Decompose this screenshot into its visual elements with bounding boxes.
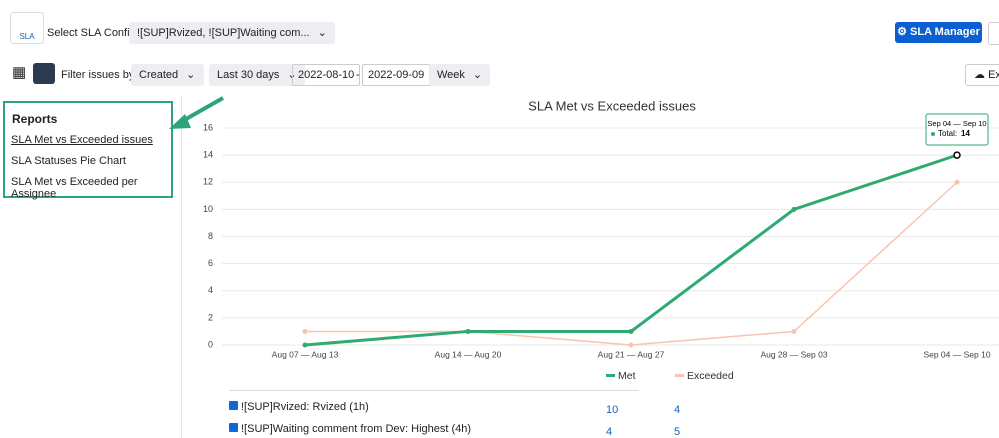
legend-label: Exceeded [687,370,734,382]
hover-point [953,151,961,159]
tooltip-value: 14 [961,129,970,138]
config-label: Select SLA Config [47,27,136,39]
y-tick-label: 8 [208,231,213,241]
sidebar [0,96,182,438]
export-button[interactable]: ☁ Ex [965,64,999,86]
legend-swatch [675,374,684,377]
x-tick-label: Aug 14 — Aug 20 [435,349,502,359]
y-tick-label: 12 [203,177,213,187]
grid-view-button[interactable]: ▦ [12,64,27,81]
share-button[interactable] [988,22,999,45]
config-select[interactable]: ![SUP]Rvized, ![SUP]Waiting com... [129,22,335,44]
data-point [791,206,797,212]
x-tick-label: Aug 07 — Aug 13 [272,349,339,359]
y-tick-label: 16 [203,122,213,132]
row-checkbox[interactable] [229,423,238,432]
report-link[interactable]: SLA Met vs Exceeded issues [11,134,153,146]
row-checkbox[interactable] [229,401,238,410]
exceeded-count[interactable]: 5 [674,426,681,438]
reports-title: Reports [12,112,58,126]
x-tick-label: Sep 04 — Sep 10 [923,349,990,359]
granularity-select[interactable]: Week [429,64,491,86]
sla-manager-button[interactable]: ⚙ SLA Manager [895,22,982,43]
tooltip-dot [931,132,935,136]
chart-title: SLA Met vs Exceeded issues [528,98,696,113]
filter-label: Filter issues by: [61,69,138,81]
y-tick-label: 4 [208,285,213,295]
x-tick-label: Aug 28 — Sep 03 [760,349,827,359]
button-text: Ex [988,69,999,81]
data-point [628,342,634,348]
logo: SLA [10,12,44,44]
met-count[interactable]: 4 [606,426,613,438]
row-label: ![SUP]Waiting comment from Dev: Highest … [241,423,472,435]
data-point [628,328,634,334]
y-tick-label: 6 [208,258,213,268]
series-line [304,153,958,347]
y-tick-label: 0 [208,339,213,349]
y-tick-label: 10 [203,204,213,214]
period-select[interactable]: Last 30 days [209,64,305,86]
data-point [302,342,308,348]
date-separator: - [356,69,360,81]
chart: SLA Met vs Exceeded issues 0 2 4 6 8 10 12 14 16… [203,98,999,382]
reports-box: Reports SLA Met vs Exceeded issues SLA S… [3,101,173,200]
legend-swatch [606,374,615,377]
legend-label: Met [618,370,636,382]
y-tick-label: 2 [208,312,213,322]
report-link[interactable]: SLA Statuses Pie Chart [11,155,126,167]
table-rule [229,390,639,391]
data-point [954,179,960,185]
y-tick-label: 14 [203,150,213,160]
annotation-arrow [169,96,224,129]
tooltip-title: Sep 04 — Sep 10 [927,119,986,128]
date-from[interactable]: 2022-08-10 [292,64,361,86]
field-select[interactable]: Created [131,64,204,86]
x-tick-label: Aug 21 — Aug 27 [598,349,665,359]
data-point [465,328,471,334]
data-point [302,328,308,334]
report-link[interactable]: SLA Met vs Exceeded per Assignee [11,176,138,200]
tooltip-label: Total: [938,129,957,138]
button-text: SLA Manager [910,26,980,38]
row-label: ![SUP]Rvized: Rvized (1h) [241,401,369,413]
exceeded-count[interactable]: 4 [674,404,681,416]
met-count[interactable]: 10 [606,404,619,416]
data-point [791,328,797,334]
tooltip-box [925,113,989,146]
chart-view-button[interactable] [33,63,55,84]
